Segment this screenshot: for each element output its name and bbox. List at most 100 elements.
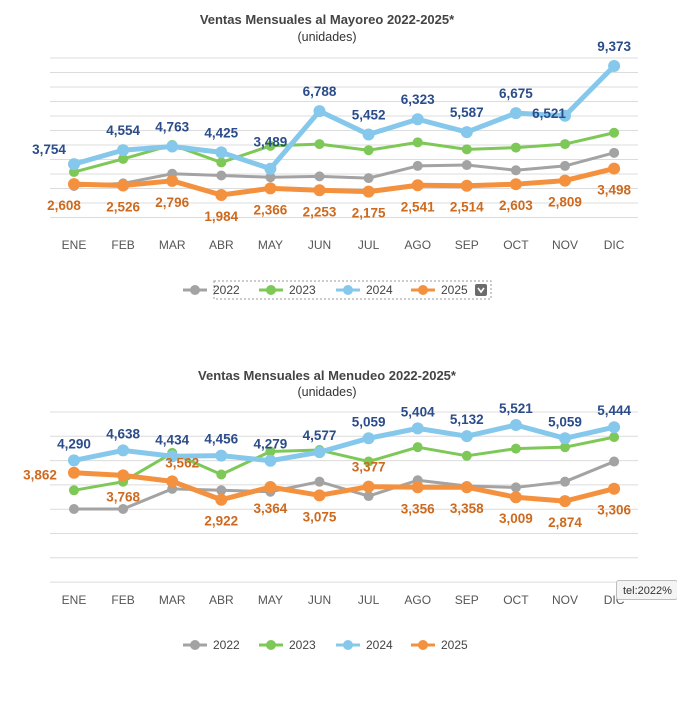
series-line-2024 <box>71 422 617 464</box>
legend: 2022 2023 2024 2025 <box>183 280 492 300</box>
data-point-2024 <box>313 446 326 459</box>
data-point-2024 <box>362 128 375 141</box>
x-tick-label: ABR <box>209 238 234 252</box>
legend-label-2025: 2025 <box>441 283 468 297</box>
legend-focus-box <box>213 280 492 300</box>
data-point-2022 <box>510 482 521 493</box>
data-point-2025 <box>411 179 424 192</box>
x-tick-label: JUL <box>358 593 380 607</box>
legend-marker-2025 <box>418 640 428 650</box>
data-label-2024: 6,521 <box>532 106 566 121</box>
data-label-2025: 2,874 <box>548 515 582 530</box>
data-point-2023 <box>609 127 620 138</box>
data-point-2024 <box>166 450 179 463</box>
data-point-2023 <box>412 442 423 453</box>
data-point-2024 <box>215 146 228 159</box>
data-point-2024 <box>117 444 130 457</box>
data-label-2025: 3,768 <box>106 489 140 504</box>
data-point-2025 <box>215 189 228 201</box>
data-label-2025: 2,796 <box>155 195 189 210</box>
data-point-2024 <box>509 107 522 120</box>
x-tick-label: OCT <box>503 238 529 252</box>
data-label-2025: 1,984 <box>204 209 238 224</box>
x-tick-label: FEB <box>111 593 134 607</box>
data-point-2022 <box>118 504 129 514</box>
data-point-2025 <box>313 184 326 197</box>
data-label-2024: 6,788 <box>303 84 337 99</box>
legend-marker-2022 <box>190 285 200 295</box>
data-label-2025: 2,603 <box>499 198 533 213</box>
series-line-2025 <box>71 470 617 504</box>
x-tick-label: OCT <box>503 593 529 607</box>
data-label-2024: 5,444 <box>597 403 631 418</box>
x-tick-label: JUL <box>358 238 380 252</box>
data-label-2024: 9,373 <box>597 39 631 54</box>
legend-label-2023: 2023 <box>289 283 316 297</box>
data-point-2022 <box>216 170 227 181</box>
data-label-2024: 4,554 <box>106 123 140 138</box>
legend-label-2024: 2024 <box>366 283 393 297</box>
legend-marker-2023 <box>266 285 276 295</box>
data-point-2023 <box>412 137 423 148</box>
data-label-2025: 2,253 <box>303 204 337 219</box>
data-labels: 4,290 4,638 4,434 4,456 4,279 4,577 5,059 5,404… <box>23 401 631 530</box>
data-label-2025: 3,862 <box>23 468 57 483</box>
data-label-2025: 3,009 <box>499 511 533 526</box>
data-label-2025: 2,366 <box>254 202 288 217</box>
data-point-2024 <box>313 105 326 118</box>
legend-dropdown-icon[interactable] <box>475 284 487 296</box>
series-2024 <box>68 60 621 175</box>
data-point-2023 <box>265 446 276 457</box>
data-point-2025 <box>460 179 473 192</box>
data-point-2024 <box>264 162 277 175</box>
series-line-2025 <box>71 166 617 198</box>
x-tick-label: JUN <box>308 238 331 252</box>
data-label-2025: 3,377 <box>352 460 386 475</box>
x-tick-label: ENE <box>62 593 87 607</box>
data-point-2024 <box>559 432 571 445</box>
data-point-2024 <box>68 454 80 467</box>
data-label-2025: 3,498 <box>597 183 631 198</box>
data-label-2024: 4,279 <box>254 437 288 452</box>
chart-subtitle: (unidades) <box>297 385 356 399</box>
legend-label-2022: 2022 <box>213 283 240 297</box>
data-point-2022 <box>560 160 570 171</box>
series-2024 <box>68 419 621 467</box>
x-tick-label: FEB <box>111 238 134 252</box>
legend-label-2025: 2025 <box>441 638 468 652</box>
x-tick-label: SEP <box>455 593 479 607</box>
data-point-2024 <box>509 419 522 431</box>
data-point-2022 <box>314 476 325 487</box>
data-label-2024: 5,452 <box>352 107 386 122</box>
data-point-2025 <box>608 482 621 495</box>
data-point-2025 <box>166 475 179 488</box>
data-point-2022 <box>216 485 227 496</box>
data-label-2024: 4,577 <box>303 428 337 443</box>
x-tick-label: MAY <box>258 238 283 252</box>
data-point-2022 <box>265 172 276 183</box>
data-point-2022 <box>314 171 325 182</box>
legend-marker-2025 <box>418 285 428 295</box>
data-point-2025 <box>559 174 571 187</box>
series-line-2023 <box>72 131 616 174</box>
legend-marker-2022 <box>190 640 200 650</box>
chart-title: Ventas Mensuales al Menudeo 2022-2025* <box>198 368 457 383</box>
data-point-2022 <box>363 491 374 502</box>
legend-label-2024: 2024 <box>366 638 393 652</box>
data-label-2024: 3,489 <box>254 135 288 150</box>
data-point-2024 <box>411 113 424 126</box>
legend-label-2022: 2022 <box>213 638 240 652</box>
data-point-2025 <box>509 178 522 191</box>
data-point-2022 <box>609 147 620 158</box>
chevron-down-icon <box>477 287 485 294</box>
data-point-2025 <box>166 174 179 187</box>
data-point-2024 <box>608 421 621 434</box>
data-point-2025 <box>509 491 522 504</box>
data-point-2024 <box>460 430 473 443</box>
data-point-2024 <box>215 449 228 462</box>
legend-marker-2023 <box>266 640 276 650</box>
data-point-2024 <box>362 432 375 445</box>
data-label-2025: 2,526 <box>106 200 140 215</box>
data-point-2023 <box>216 157 227 168</box>
